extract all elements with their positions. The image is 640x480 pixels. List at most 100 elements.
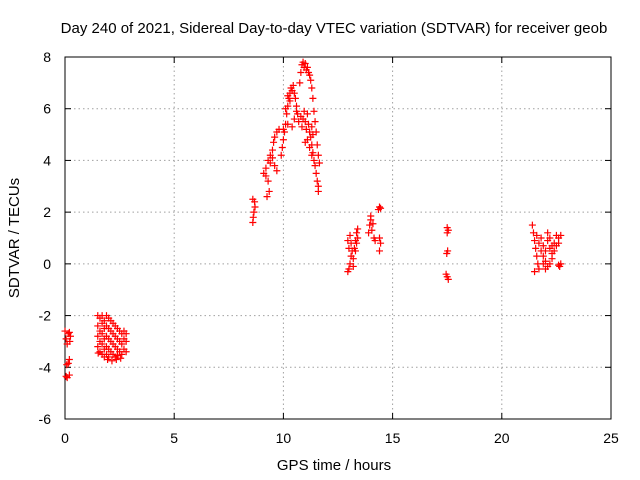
data-point	[303, 110, 311, 118]
data-point	[346, 231, 354, 239]
data-point	[311, 118, 319, 126]
data-point	[533, 231, 541, 239]
data-point	[283, 110, 291, 118]
data-point	[313, 141, 321, 149]
data-point	[531, 268, 539, 276]
data-point	[273, 167, 281, 175]
data-point	[367, 212, 375, 220]
data-point	[368, 226, 376, 234]
data-point	[122, 348, 130, 356]
data-point	[98, 330, 106, 338]
data-point	[301, 59, 309, 67]
data-point	[249, 195, 257, 203]
data-point	[313, 177, 321, 185]
data-point	[303, 63, 311, 71]
data-point	[544, 229, 552, 237]
x-tick-label: 20	[494, 430, 510, 446]
data-point	[63, 361, 71, 369]
data-point	[264, 177, 272, 185]
data-point	[122, 330, 130, 338]
data-point	[306, 71, 314, 79]
data-point	[265, 187, 273, 195]
data-point	[351, 247, 359, 255]
data-point	[541, 265, 549, 273]
data-point	[94, 349, 102, 357]
x-tick-label: 0	[61, 430, 69, 446]
data-point	[345, 265, 353, 273]
data-point	[100, 317, 108, 325]
axis-ticks: 0 5 10 15 20 25 -6 -4 -2 0 2 4 6 8	[39, 49, 619, 446]
data-point	[375, 234, 383, 242]
data-point	[62, 372, 70, 380]
data-point	[528, 221, 536, 229]
data-point	[535, 265, 543, 273]
data-point	[277, 151, 285, 159]
data-point	[349, 262, 357, 270]
data-point	[278, 144, 286, 151]
data-point	[548, 255, 556, 263]
data-point	[64, 359, 72, 367]
data-point	[263, 193, 271, 201]
data-point	[354, 225, 362, 233]
y-tick-label: -2	[39, 308, 52, 324]
data-point	[308, 84, 316, 92]
data-point	[262, 172, 270, 180]
data-point	[444, 275, 452, 283]
data-series	[61, 58, 565, 382]
data-point	[535, 239, 543, 247]
x-tick-label: 10	[276, 430, 292, 446]
data-point	[539, 260, 547, 268]
data-point	[298, 123, 306, 131]
data-point	[279, 136, 287, 144]
data-point	[354, 234, 362, 242]
data-point	[369, 220, 377, 228]
data-point	[377, 204, 385, 212]
data-point	[250, 208, 258, 216]
data-point	[266, 159, 274, 167]
data-point	[66, 337, 74, 345]
data-point	[539, 242, 547, 250]
data-point	[310, 156, 318, 164]
data-point	[315, 159, 323, 167]
x-tick-label: 5	[170, 430, 178, 446]
data-point	[94, 332, 102, 340]
data-point	[349, 255, 357, 263]
data-point	[297, 69, 305, 77]
data-point	[295, 118, 303, 126]
data-point	[112, 356, 120, 364]
data-point	[94, 343, 102, 351]
data-point	[290, 115, 298, 123]
data-point	[284, 92, 292, 100]
data-point	[268, 154, 276, 162]
y-tick-label: -6	[39, 411, 52, 427]
data-point	[309, 94, 317, 102]
data-point	[443, 250, 451, 258]
data-point	[301, 138, 309, 146]
x-tick-label: 25	[603, 430, 619, 446]
data-point	[279, 125, 287, 133]
y-tick-label: -4	[39, 359, 52, 375]
data-point	[444, 226, 452, 234]
y-axis-label: SDTVAR / TECUs	[6, 178, 23, 298]
data-point	[311, 162, 319, 170]
data-point	[98, 340, 106, 348]
data-point	[122, 337, 130, 345]
data-point	[291, 94, 299, 102]
data-point	[546, 234, 554, 242]
data-point	[108, 357, 116, 365]
data-point	[353, 239, 361, 247]
data-point	[310, 107, 318, 115]
y-tick-label: 6	[43, 101, 51, 117]
data-point	[557, 260, 565, 268]
data-point	[308, 123, 316, 131]
data-point	[312, 169, 320, 177]
plot-frame	[64, 56, 612, 420]
data-point	[550, 247, 558, 255]
data-point	[546, 260, 554, 268]
data-point	[94, 322, 102, 330]
data-point	[249, 213, 257, 221]
data-point	[118, 350, 126, 358]
data-point	[375, 247, 383, 255]
chart-title: Day 240 of 2021, Sidereal Day-to-day VTE…	[61, 20, 608, 37]
